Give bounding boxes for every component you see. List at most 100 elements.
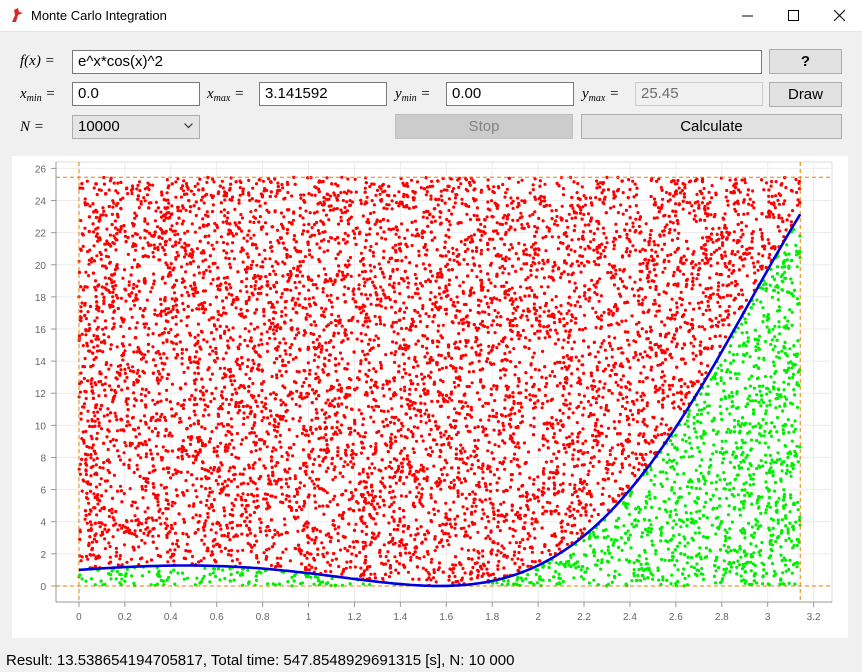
- point-above: [184, 348, 189, 352]
- point-above: [374, 303, 379, 307]
- point-above: [143, 187, 147, 191]
- point-above: [382, 249, 386, 253]
- point-above: [284, 370, 288, 374]
- y-tick-label: 0: [40, 582, 46, 593]
- maximize-button[interactable]: [770, 0, 816, 31]
- point-above: [324, 213, 328, 217]
- point-above: [546, 285, 550, 289]
- point-above: [700, 201, 705, 205]
- point-above: [130, 265, 134, 269]
- point-above: [228, 512, 232, 517]
- point-above: [107, 541, 111, 545]
- point-above: [451, 571, 455, 575]
- point-above: [637, 461, 641, 465]
- point-above: [150, 286, 154, 290]
- point-above: [144, 360, 148, 364]
- point-above: [481, 549, 485, 553]
- point-above: [369, 444, 373, 448]
- point-above: [204, 487, 208, 491]
- point-above: [477, 556, 481, 560]
- point-above: [205, 549, 209, 553]
- point-above: [592, 508, 596, 512]
- point-above: [222, 509, 226, 513]
- point-above: [628, 388, 632, 392]
- point-above: [582, 264, 586, 268]
- point-above: [416, 292, 420, 296]
- point-above: [417, 491, 421, 495]
- point-above: [454, 275, 459, 279]
- point-above: [570, 216, 574, 220]
- point-above: [447, 219, 451, 223]
- minimize-button[interactable]: [724, 0, 770, 31]
- plot-area[interactable]: 0 0.2 0.4 0.6 0.8 1 1.2 1.4 1.6 1.8 2 2.2 2.4 2.6 2.8 3…: [12, 156, 848, 638]
- point-above: [624, 456, 628, 461]
- n-select[interactable]: 10000: [72, 115, 200, 139]
- point-above: [336, 453, 340, 458]
- point-above: [240, 532, 244, 536]
- point-above: [202, 528, 206, 532]
- point-above: [397, 562, 402, 566]
- point-above: [366, 352, 370, 356]
- point-above: [477, 359, 481, 363]
- point-above: [497, 444, 501, 448]
- point-above: [511, 534, 515, 538]
- point-above: [601, 486, 605, 490]
- point-above: [609, 309, 613, 313]
- point-above: [625, 222, 629, 226]
- point-above: [365, 380, 369, 384]
- point-above: [317, 504, 321, 508]
- point-above: [362, 277, 366, 281]
- help-button[interactable]: ?: [769, 49, 842, 74]
- close-button[interactable]: [816, 0, 862, 31]
- ymin-input[interactable]: 0.00: [446, 82, 574, 106]
- point-above: [592, 413, 596, 417]
- point-above: [286, 190, 290, 195]
- point-above: [155, 546, 159, 550]
- point-above: [425, 408, 429, 412]
- point-above: [439, 267, 443, 271]
- point-above: [336, 331, 340, 335]
- calculate-button[interactable]: Calculate: [581, 114, 842, 139]
- point-above: [413, 272, 417, 277]
- point-above: [653, 200, 657, 204]
- point-above: [516, 442, 520, 446]
- point-above: [108, 260, 112, 264]
- point-above: [743, 181, 747, 185]
- point-above: [199, 559, 203, 563]
- point-above: [455, 433, 459, 437]
- point-above: [102, 414, 106, 418]
- point-above: [691, 276, 695, 280]
- point-above: [530, 288, 534, 293]
- xmax-input[interactable]: 3.141592: [259, 82, 387, 106]
- point-above: [316, 229, 320, 233]
- point-above: [442, 466, 446, 470]
- point-above: [103, 388, 107, 392]
- point-above: [561, 481, 565, 486]
- point-above: [389, 228, 393, 232]
- point-above: [174, 322, 178, 326]
- point-above: [503, 267, 507, 271]
- point-above: [453, 517, 457, 521]
- point-above: [88, 326, 92, 331]
- point-above: [273, 528, 277, 532]
- point-above: [334, 256, 338, 261]
- point-above: [361, 349, 365, 353]
- point-above: [414, 276, 419, 280]
- point-above: [255, 297, 259, 301]
- point-above: [561, 193, 566, 197]
- point-above: [127, 283, 131, 287]
- point-above: [446, 532, 450, 536]
- point-above: [363, 431, 368, 435]
- draw-button[interactable]: Draw: [769, 82, 842, 107]
- point-above: [612, 196, 616, 200]
- point-above: [253, 413, 257, 417]
- point-above: [266, 474, 270, 478]
- point-above: [271, 446, 276, 450]
- function-input[interactable]: e^x*cos(x)^2: [72, 50, 762, 74]
- point-above: [281, 550, 285, 554]
- point-above: [492, 362, 496, 366]
- point-above: [740, 228, 744, 232]
- point-above: [518, 565, 522, 569]
- point-above: [169, 310, 173, 314]
- xmin-input[interactable]: 0.0: [72, 82, 200, 106]
